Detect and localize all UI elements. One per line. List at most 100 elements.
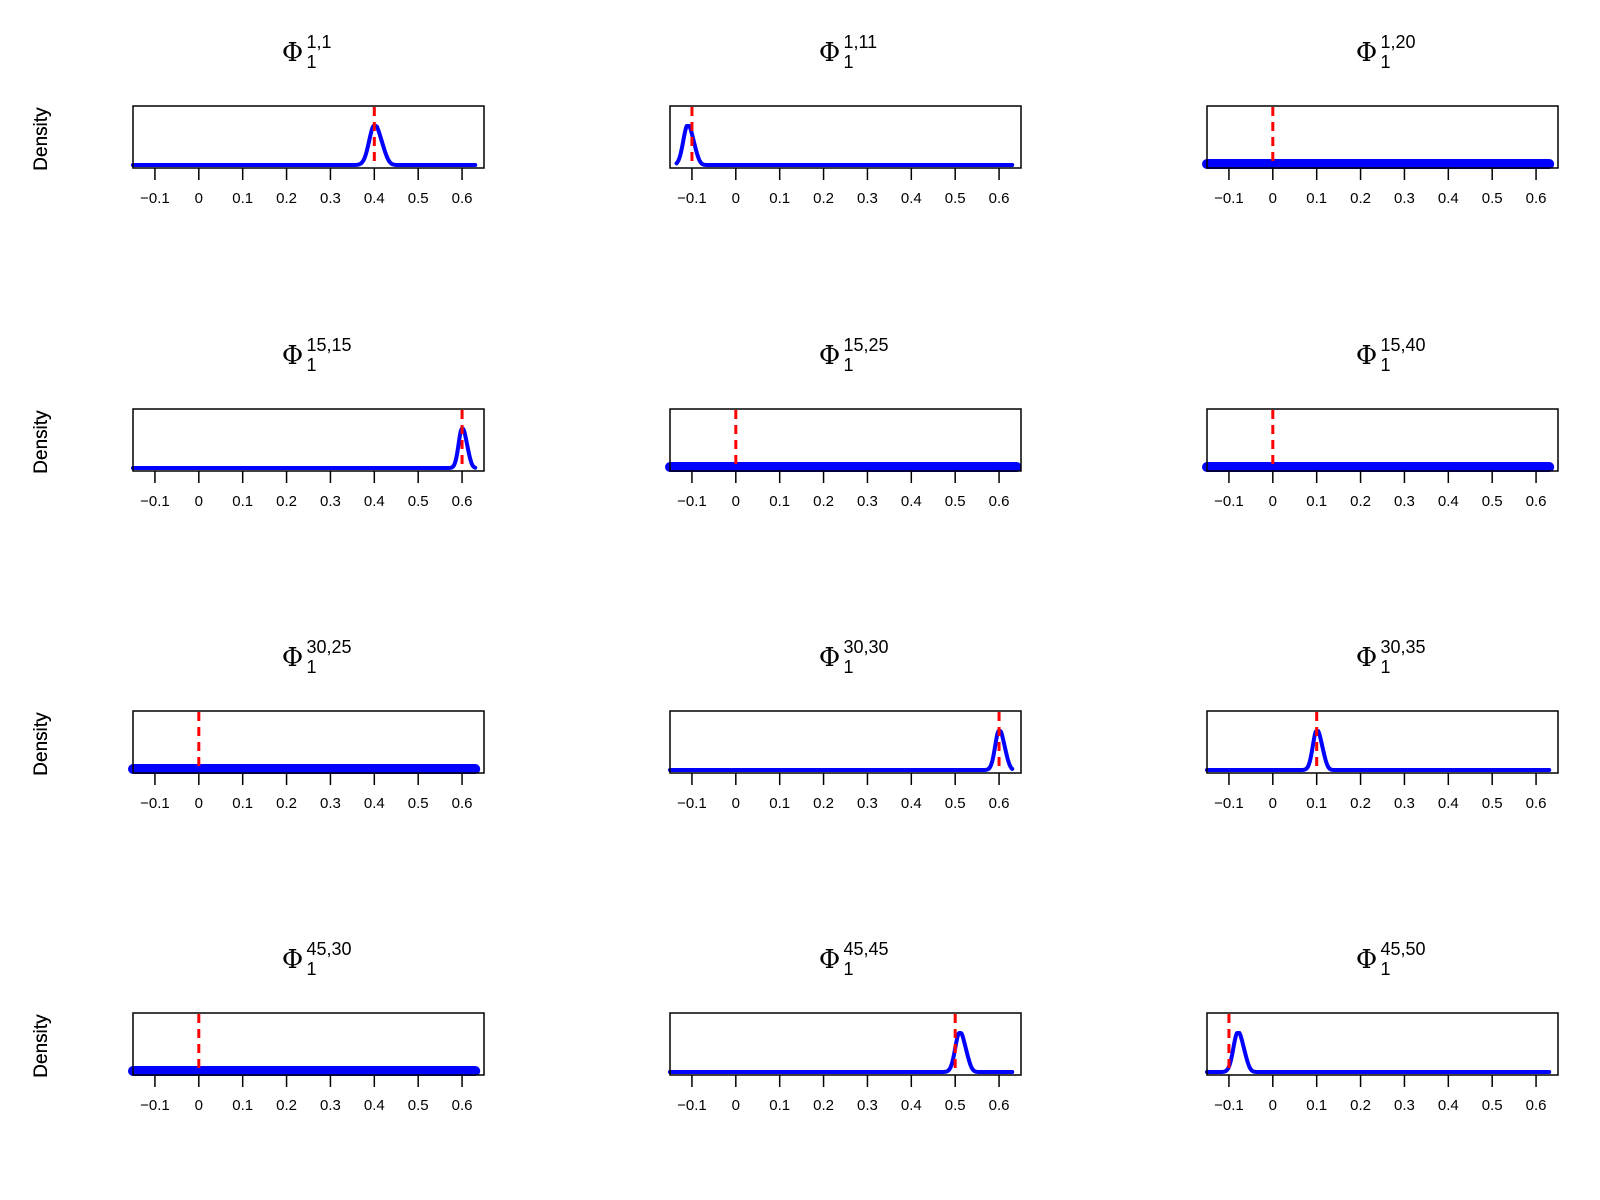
- x-tick-label: 0.3: [857, 493, 878, 510]
- x-tick-label: 0: [195, 1097, 203, 1114]
- panel-title-superscript: 15,25: [844, 335, 889, 355]
- x-tick-label: −0.1: [1214, 1097, 1244, 1114]
- panel-title-subscript: 1: [844, 657, 854, 677]
- x-tick-label: 0.1: [769, 795, 790, 812]
- panel-title-symbol: Φ: [1356, 38, 1377, 68]
- x-tick-label: 0.5: [945, 795, 966, 812]
- panel-title-superscript: 30,35: [1381, 637, 1426, 657]
- x-tick-label: 0.2: [276, 493, 297, 510]
- density-curve: [1205, 1031, 1552, 1074]
- y-axis-label: Density: [31, 410, 52, 474]
- x-tick-label: 0.3: [857, 1097, 878, 1114]
- x-tick-label: 0.1: [232, 493, 253, 510]
- x-tick-label: 0.1: [1306, 190, 1327, 207]
- panel-title-subscript: 1: [844, 355, 854, 375]
- x-tick-label: 0.6: [452, 493, 473, 510]
- panel-title-subscript: 1: [307, 355, 317, 375]
- panel-title-superscript: 30,30: [844, 637, 889, 657]
- density-curve: [1205, 729, 1552, 772]
- panel-title-subscript: 1: [1381, 52, 1391, 72]
- x-tick-label: −0.1: [1214, 493, 1244, 510]
- panel-title-superscript: 1,11: [844, 32, 878, 52]
- panel-title-symbol: Φ: [1356, 341, 1377, 371]
- x-tick-label: 0.2: [1350, 190, 1371, 207]
- x-tick-label: 0.6: [989, 190, 1010, 207]
- y-axis-label: Density: [31, 712, 52, 776]
- x-tick-label: 0: [195, 493, 203, 510]
- x-tick-label: 0.3: [1394, 1097, 1415, 1114]
- x-tick-label: 0.6: [1526, 795, 1547, 812]
- panel-title-superscript: 1,20: [1381, 32, 1416, 52]
- panel-title-symbol: Φ: [282, 341, 303, 371]
- x-tick-label: 0.4: [364, 1097, 385, 1114]
- plot-frame: [132, 710, 485, 774]
- x-tick-label: 0.5: [408, 190, 429, 207]
- x-tick-label: 0: [195, 795, 203, 812]
- plot-frame: [669, 710, 1022, 774]
- x-tick-label: 0.2: [276, 1097, 297, 1114]
- y-axis-label: Density: [31, 107, 52, 171]
- panel-title-subscript: 1: [307, 959, 317, 979]
- panel-7: Φ 130,25 Density −0.1 0 0.1 0.2 0.3 0.4 0.5 0.6: [31, 637, 485, 812]
- x-tick-label: 0.4: [364, 795, 385, 812]
- x-tick-label: 0.1: [1306, 795, 1327, 812]
- x-tick-label: −0.1: [677, 190, 707, 207]
- panel-title-symbol: Φ: [282, 945, 303, 975]
- x-tick-label: 0.5: [945, 493, 966, 510]
- x-tick-label: 0.5: [408, 493, 429, 510]
- x-tick-label: 0.1: [1306, 1097, 1327, 1114]
- plot-frame: [1206, 1012, 1559, 1076]
- x-tick-label: 0.2: [813, 1097, 834, 1114]
- x-tick-label: 0.3: [1394, 190, 1415, 207]
- panel-title-subscript: 1: [1381, 959, 1391, 979]
- x-tick-label: 0.4: [1438, 493, 1459, 510]
- y-axis-label: Density: [31, 107, 52, 171]
- x-tick-label: 0.2: [276, 795, 297, 812]
- x-tick-label: 0.2: [1350, 1097, 1371, 1114]
- y-axis-label: Density: [31, 410, 52, 474]
- density-curve: [674, 124, 1015, 167]
- x-tick-label: −0.1: [677, 795, 707, 812]
- x-tick-label: 0.4: [901, 190, 922, 207]
- x-tick-label: 0.3: [320, 190, 341, 207]
- x-tick-label: 0.5: [945, 190, 966, 207]
- panel-title-symbol: Φ: [282, 643, 303, 673]
- panel-title-subscript: 1: [1381, 657, 1391, 677]
- x-tick-label: 0.5: [945, 1097, 966, 1114]
- x-tick-label: 0.4: [901, 1097, 922, 1114]
- x-tick-label: 0.5: [408, 795, 429, 812]
- panel-1: Φ 11,1 Density −0.1 0 0.1 0.2 0.3 0.4 0.5 0.6: [31, 32, 485, 207]
- plot-frame: [1206, 710, 1559, 774]
- panel-title-superscript: 15,15: [307, 335, 352, 355]
- x-tick-label: 0.3: [857, 795, 878, 812]
- panel-title-subscript: 1: [307, 657, 317, 677]
- x-tick-label: −0.1: [1214, 795, 1244, 812]
- x-tick-label: 0: [732, 493, 740, 510]
- x-tick-label: 0.1: [232, 795, 253, 812]
- y-axis-label: Density: [31, 107, 52, 171]
- y-axis-label: Density: [31, 1014, 52, 1078]
- panel-title-subscript: 1: [844, 52, 854, 72]
- panel-title-superscript: 45,30: [307, 939, 352, 959]
- x-tick-label: 0.1: [769, 1097, 790, 1114]
- x-tick-label: 0.1: [1306, 493, 1327, 510]
- x-tick-label: −0.1: [677, 493, 707, 510]
- panel-title-symbol: Φ: [282, 38, 303, 68]
- plot-frame: [132, 408, 485, 472]
- panel-title-symbol: Φ: [819, 38, 840, 68]
- plot-frame: [669, 105, 1022, 169]
- x-tick-label: 0.6: [989, 795, 1010, 812]
- x-tick-label: 0.5: [1482, 190, 1503, 207]
- plot-frame: [1206, 105, 1559, 169]
- x-tick-label: 0: [732, 795, 740, 812]
- x-tick-label: 0.6: [452, 795, 473, 812]
- panel-title-superscript: 45,50: [1381, 939, 1426, 959]
